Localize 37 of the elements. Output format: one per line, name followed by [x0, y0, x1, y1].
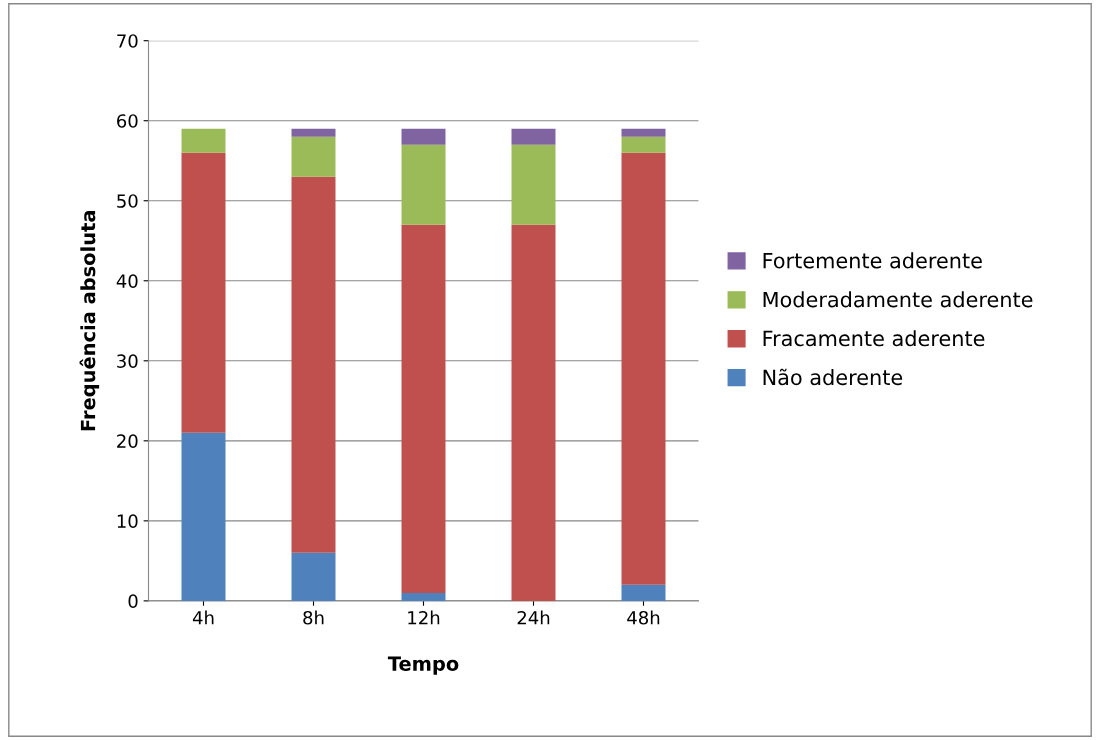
y-tick-label: 30	[117, 354, 138, 368]
y-tick-label: 0	[128, 594, 138, 608]
bar	[181, 432, 226, 601]
y-tick-label: 60	[117, 114, 138, 128]
x-axis-title: Tempo	[387, 656, 459, 675]
bar	[181, 152, 226, 433]
bar	[621, 128, 666, 137]
y-tick-label: 70	[117, 34, 138, 48]
legend-label: Fracamente aderente	[763, 330, 985, 347]
bar	[401, 144, 446, 225]
y-tick-label: 20	[117, 434, 138, 448]
x-tick-label: 4h	[192, 610, 214, 625]
bar	[511, 224, 556, 601]
x-tick-label: 12h	[408, 610, 440, 625]
bar	[621, 152, 666, 585]
bar	[291, 552, 336, 601]
bar	[291, 136, 336, 177]
bar	[181, 128, 226, 153]
bar	[291, 176, 336, 553]
y-tick-label: 40	[116, 274, 138, 288]
bar	[621, 584, 666, 601]
bar	[291, 128, 336, 137]
bar	[401, 128, 446, 145]
legend-label: Moderadamente aderente	[763, 291, 1033, 308]
y-axis-title: Frequência absoluta	[79, 211, 100, 431]
legend-label: Não aderente	[763, 368, 903, 386]
bar	[511, 144, 556, 225]
legend-label: Fortemente aderente	[763, 252, 982, 269]
bar	[401, 592, 446, 601]
y-tick-label: 50	[117, 194, 138, 208]
x-tick-label: 48h	[627, 610, 660, 625]
bar	[511, 128, 556, 145]
x-tick-label: 24h	[517, 610, 550, 625]
bar	[621, 136, 666, 153]
y-tick-label: 10	[117, 514, 138, 528]
bar	[401, 224, 446, 593]
x-tick-label: 8h	[303, 610, 324, 625]
